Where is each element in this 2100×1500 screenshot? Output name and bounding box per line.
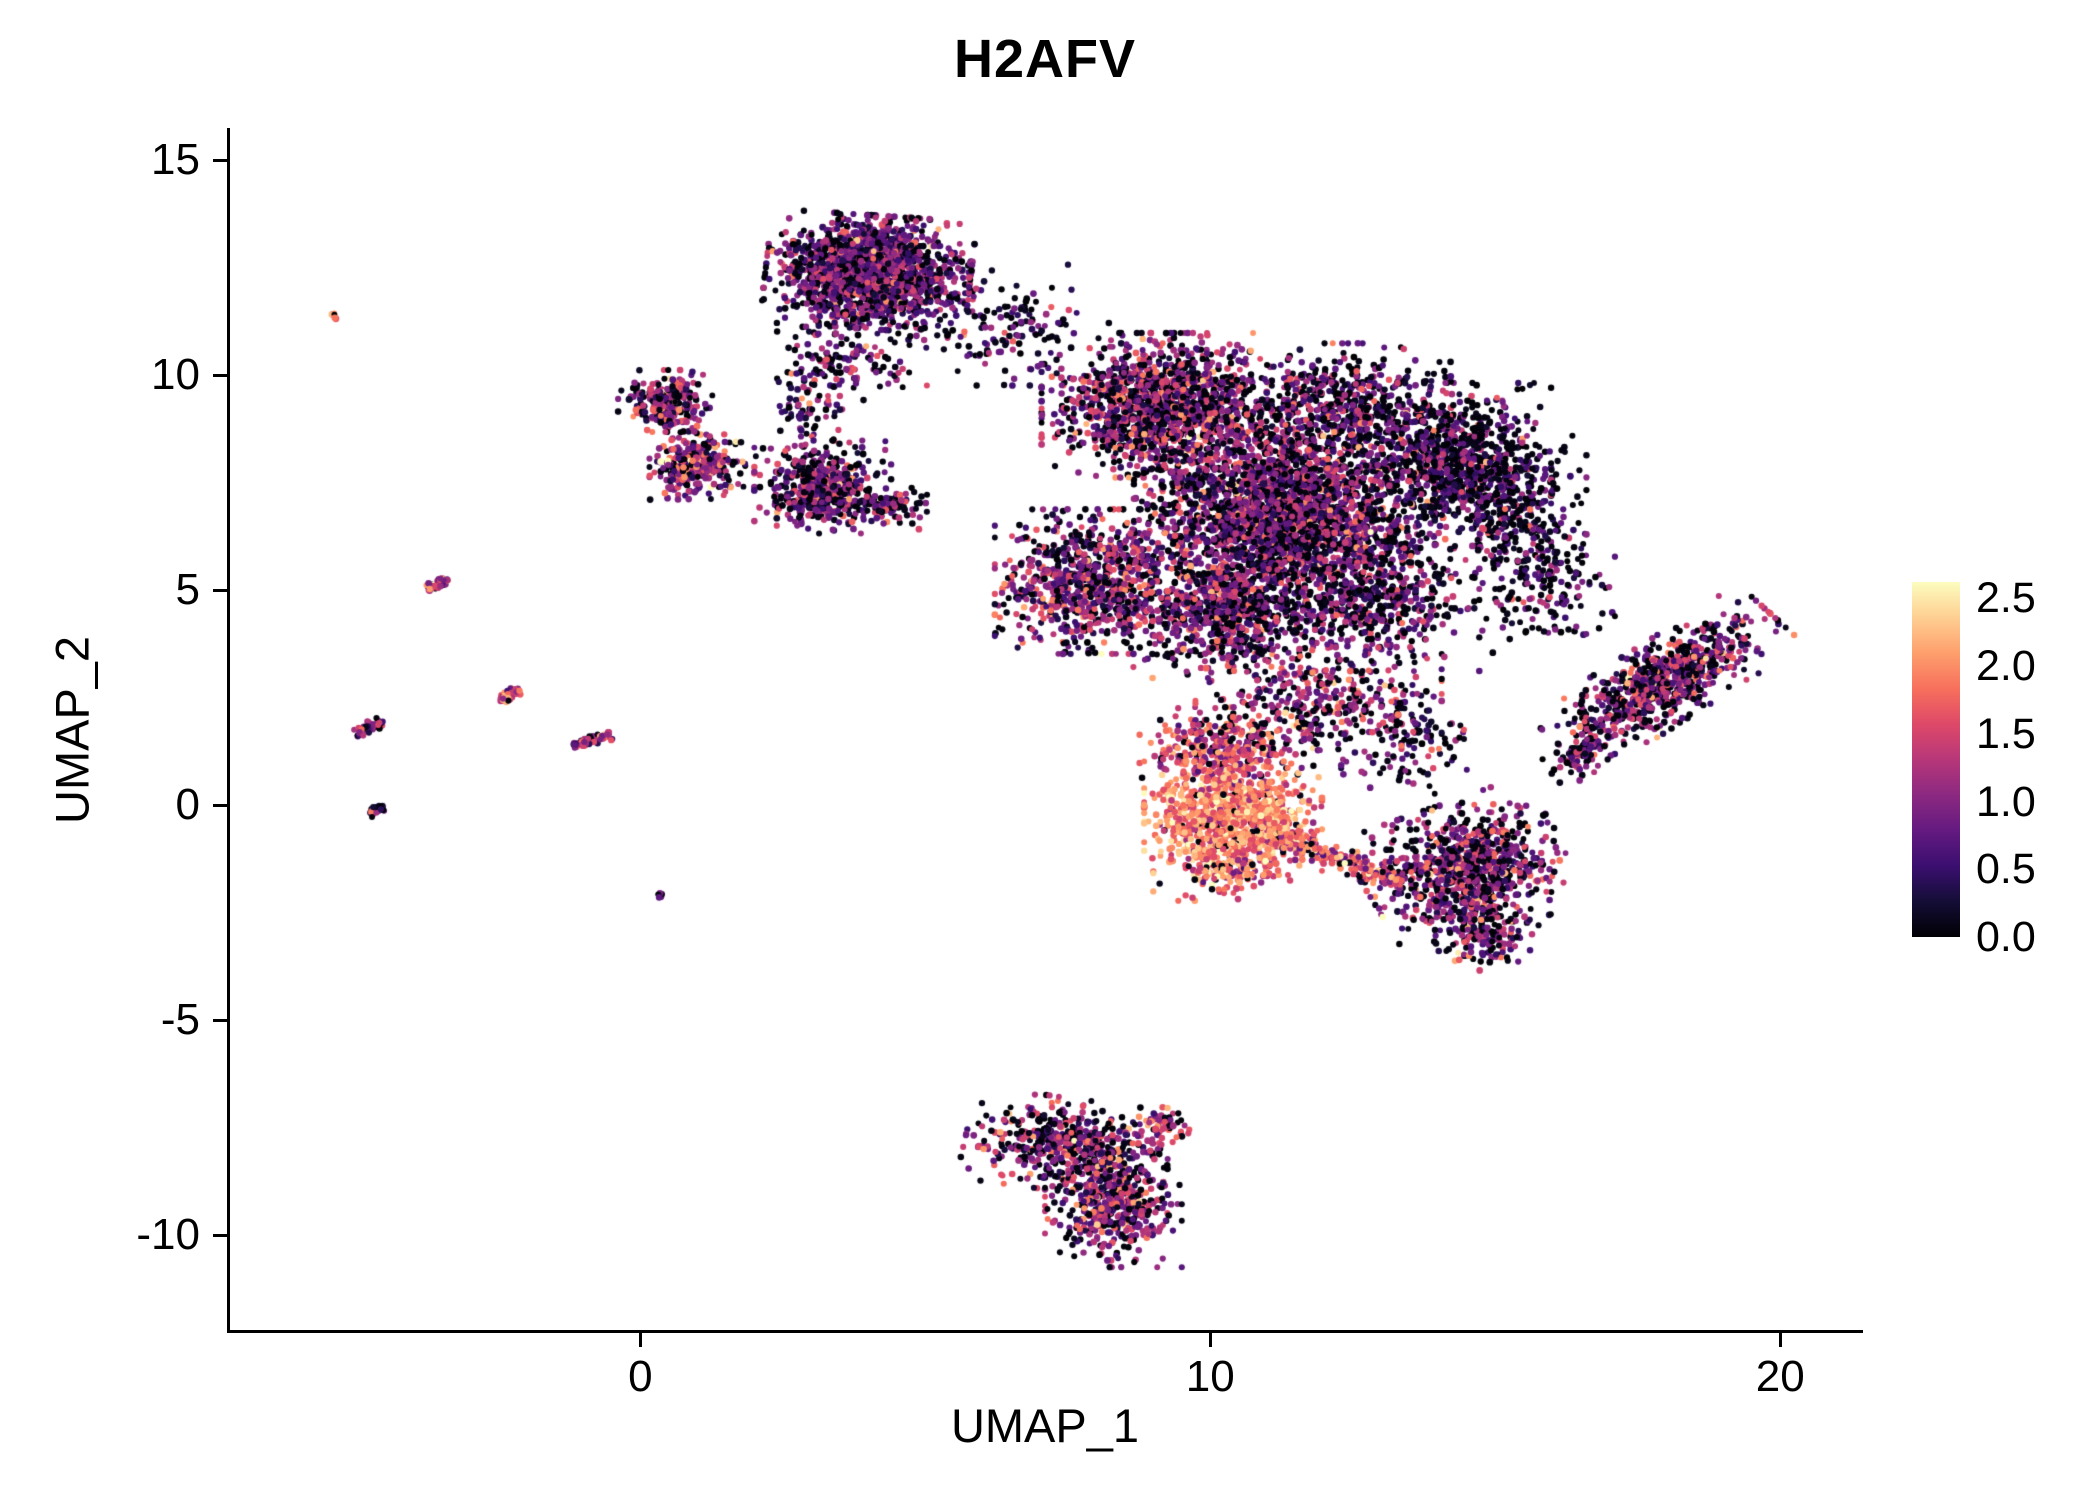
y-tick-mark	[213, 373, 227, 377]
x-tick-mark	[1778, 1333, 1782, 1347]
x-axis-line	[227, 1330, 1863, 1333]
colorbar-tick-label: 2.0	[1976, 642, 2036, 690]
x-tick-label: 0	[628, 1352, 653, 1401]
x-axis-label: UMAP_1	[950, 1399, 1140, 1452]
y-tick-label: 0	[175, 780, 200, 830]
y-tick-label: -10	[136, 1210, 200, 1260]
y-axis-line	[227, 128, 230, 1333]
y-tick-mark	[213, 803, 227, 807]
colorbar-tick-label: 1.0	[1976, 777, 2036, 826]
colorbar-tick-label: 0.0	[1976, 913, 2036, 961]
y-tick-label: 10	[151, 350, 200, 400]
y-tick-mark	[213, 588, 227, 592]
x-tick-mark	[1208, 1333, 1212, 1347]
x-tick-label: 10	[1185, 1352, 1235, 1401]
colorbar-tick-label: 2.5	[1976, 574, 2036, 623]
colorbar-tick-label: 1.5	[1976, 709, 2036, 758]
plot-title: H2AFV	[953, 29, 1137, 89]
colorbar-tick-label: 0.5	[1976, 845, 2036, 894]
y-tick-mark	[213, 158, 227, 162]
x-tick-mark	[638, 1333, 642, 1347]
x-tick-label: 20	[1755, 1352, 1805, 1401]
y-tick-mark	[213, 1018, 227, 1022]
colorbar-gradient	[1912, 582, 1960, 937]
y-tick-mark	[213, 1233, 227, 1237]
y-tick-label: -5	[160, 995, 200, 1045]
y-tick-label: 15	[151, 135, 200, 185]
y-tick-label: 5	[175, 565, 200, 615]
